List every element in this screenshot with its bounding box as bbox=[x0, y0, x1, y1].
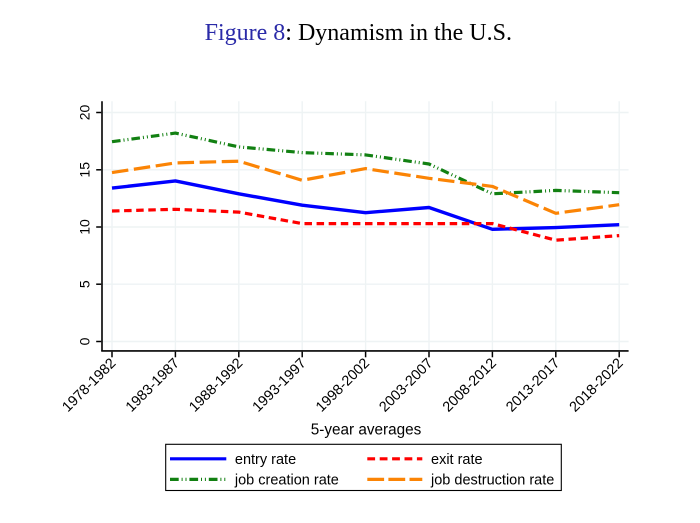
svg-text:entry rate: entry rate bbox=[235, 452, 296, 468]
svg-text:20: 20 bbox=[77, 105, 93, 121]
svg-text:exit rate: exit rate bbox=[431, 452, 483, 468]
svg-text:10: 10 bbox=[77, 219, 93, 235]
svg-text:job creation rate: job creation rate bbox=[234, 473, 339, 489]
svg-text:Figure 8: Dynamism in the U.S.: Figure 8: Dynamism in the U.S. bbox=[205, 20, 512, 46]
svg-text:5: 5 bbox=[77, 280, 93, 288]
svg-text:0: 0 bbox=[77, 337, 93, 345]
svg-text:job destruction rate: job destruction rate bbox=[430, 473, 554, 489]
svg-text:15: 15 bbox=[77, 162, 93, 178]
svg-text:5-year averages: 5-year averages bbox=[311, 422, 422, 439]
